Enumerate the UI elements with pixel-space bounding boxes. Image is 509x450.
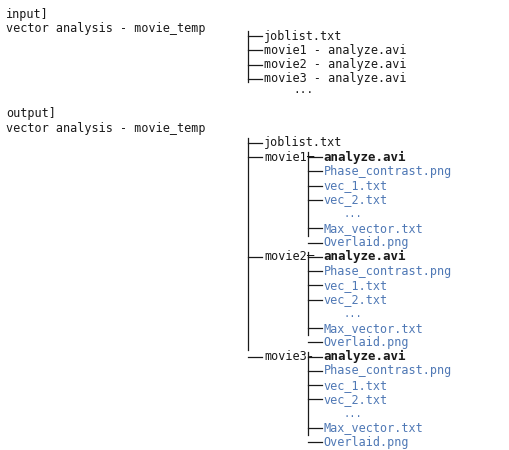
Text: Max_vector.txt: Max_vector.txt [324,222,423,235]
Text: vector analysis - movie_temp: vector analysis - movie_temp [6,22,206,35]
Text: analyze.avi: analyze.avi [324,151,406,164]
Text: joblist.txt: joblist.txt [264,30,343,43]
Text: output]: output] [6,107,56,120]
Text: vec_1.txt: vec_1.txt [324,279,388,292]
Text: movie1 - analyze.avi: movie1 - analyze.avi [264,44,407,57]
Text: vec_1.txt: vec_1.txt [324,378,388,392]
Text: Phase_contrast.png: Phase_contrast.png [324,265,452,278]
Text: vec_1.txt: vec_1.txt [324,179,388,192]
Text: ...: ... [344,209,362,219]
Text: movie3 - analyze.avi: movie3 - analyze.avi [264,72,407,86]
Text: Max_vector.txt: Max_vector.txt [324,322,423,335]
Text: analyze.avi: analyze.avi [324,350,406,363]
Text: input]: input] [6,8,49,21]
Text: movie2 - analyze.avi: movie2 - analyze.avi [264,58,407,71]
Text: joblist.txt: joblist.txt [264,136,343,149]
Text: ─: ─ [300,250,322,263]
Text: movie3: movie3 [264,350,307,363]
Text: ─: ─ [300,151,322,164]
Text: vec_2.txt: vec_2.txt [324,293,388,306]
Text: ...: ... [344,309,362,319]
Text: Max_vector.txt: Max_vector.txt [324,421,423,434]
Text: vec_2.txt: vec_2.txt [324,194,388,207]
Text: ...: ... [344,409,362,419]
Text: Overlaid.png: Overlaid.png [324,336,409,349]
Text: -: - [300,350,322,363]
Text: analyze.avi: analyze.avi [324,250,406,263]
Text: vector analysis - movie_temp: vector analysis - movie_temp [6,122,206,135]
Text: movie2: movie2 [264,250,307,263]
Text: Overlaid.png: Overlaid.png [324,236,409,249]
Text: movie1: movie1 [264,151,307,164]
Text: vec_2.txt: vec_2.txt [324,393,388,406]
Text: Phase_contrast.png: Phase_contrast.png [324,165,452,178]
Text: ...: ... [294,85,314,95]
Text: Overlaid.png: Overlaid.png [324,436,409,449]
Text: Phase_contrast.png: Phase_contrast.png [324,364,452,378]
